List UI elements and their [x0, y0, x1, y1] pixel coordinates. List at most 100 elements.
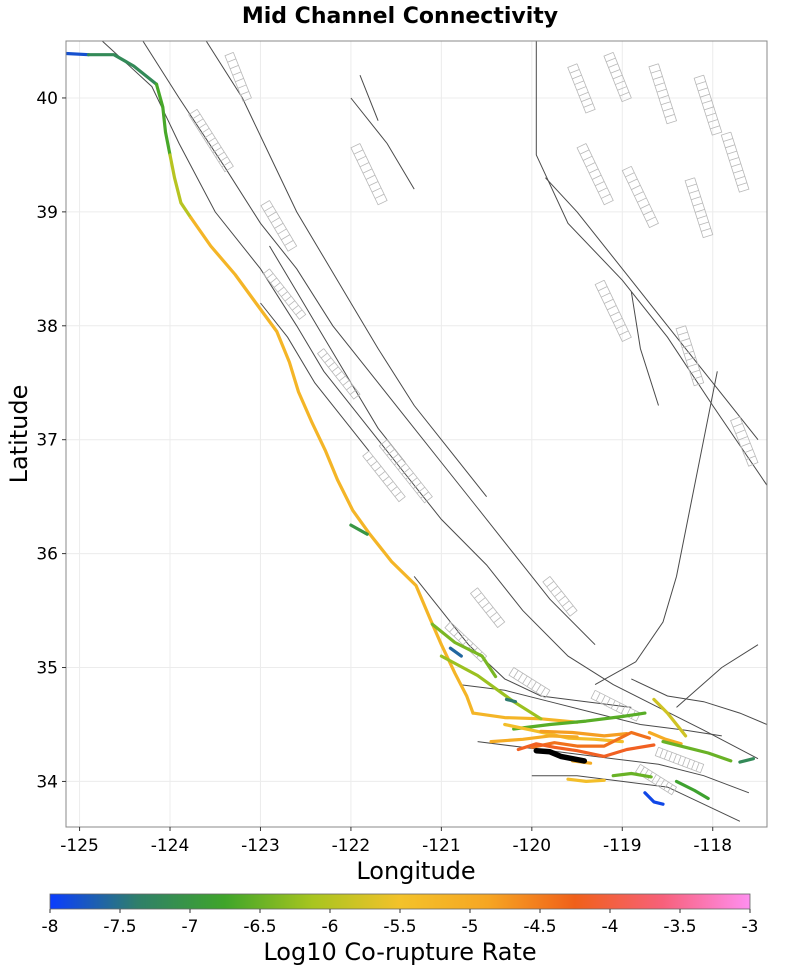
dip-rung [229, 65, 239, 70]
dip-outline [260, 200, 298, 252]
dip-rung [517, 673, 524, 682]
co-rupture-segment [471, 711, 579, 724]
dip-rung [686, 183, 697, 188]
dip-rung [585, 162, 596, 168]
dip-ladder [720, 131, 750, 193]
dip-outline [508, 667, 551, 699]
dip-rung [640, 203, 650, 209]
co-rupture-segment [189, 216, 475, 715]
dip-outline [362, 450, 406, 503]
dip-rung [390, 486, 398, 492]
colorbar-tick-label: -6.5 [243, 917, 276, 937]
dip-rung [535, 684, 542, 693]
dip-rung [453, 630, 460, 637]
co-rupture-segment [66, 51, 91, 57]
y-axis-label: Latitude [5, 385, 33, 484]
dip-rung [513, 670, 519, 679]
dip-rung [405, 472, 414, 480]
dip-rung [681, 344, 692, 349]
dip-rung [656, 88, 667, 93]
fault-trace [531, 775, 741, 822]
dip-rung [643, 210, 653, 216]
colorbar-label: Log10 Co-rupture Rate [263, 938, 536, 966]
co-rupture-segment [647, 730, 683, 746]
dip-rung [394, 458, 403, 466]
dip-rung [595, 692, 601, 702]
dip-rung [359, 162, 370, 168]
dip-rung [378, 471, 386, 477]
dip-rung [227, 58, 237, 63]
dip-rung [615, 702, 621, 712]
dip-rung [677, 331, 688, 336]
dip-ladder [648, 63, 678, 125]
dip-outline [316, 348, 361, 400]
dip-rung [679, 338, 690, 342]
dip-rung [274, 222, 284, 229]
dip-rung [371, 187, 382, 193]
dip-rung [727, 150, 737, 155]
dip-rung [390, 453, 399, 461]
dip-rung [266, 273, 274, 279]
dip-rung [569, 69, 580, 74]
colorbar-tick-label: -7 [182, 917, 199, 937]
dip-rung [692, 376, 702, 380]
dip-rung [237, 84, 247, 89]
dip-rung [394, 491, 402, 497]
dip-rung [235, 78, 244, 83]
chart-title: Mid Channel Connectivity [242, 4, 558, 29]
co-rupture-segment [652, 697, 688, 738]
dip-rung [667, 784, 673, 793]
plot-background [66, 41, 767, 827]
dip-rung [659, 748, 664, 758]
dip-rung [284, 295, 292, 302]
dip-rung [658, 95, 669, 99]
dip-rung [531, 681, 537, 690]
dip-rung [365, 174, 376, 180]
x-tick-label: -119 [603, 836, 642, 856]
dip-rung [612, 74, 623, 80]
y-tick-label: 40 [36, 89, 58, 109]
colorbar [49, 893, 751, 910]
dip-rung [700, 93, 710, 98]
dip-rung [663, 781, 669, 790]
x-tick-label: -122 [332, 836, 371, 856]
dip-rung [346, 384, 353, 391]
dip-rung [625, 172, 635, 178]
dip-ladder [469, 587, 506, 629]
dip-rung [685, 357, 696, 361]
dip-rung [735, 176, 746, 180]
dip-rung [200, 127, 210, 135]
dip-rung [240, 91, 249, 96]
dip-rung [619, 330, 629, 336]
dip-ladder [684, 177, 714, 239]
dip-outline [603, 52, 632, 103]
dip-rung [579, 149, 590, 155]
dip-rung [489, 611, 498, 619]
x-tick-label: -118 [693, 836, 732, 856]
dip-rung [324, 357, 332, 363]
co-rupture-segment [439, 654, 543, 721]
dip-rung [335, 371, 343, 377]
colorbar-tick-label: -5.5 [383, 917, 416, 937]
dip-rung [698, 87, 708, 92]
dip-rung [605, 697, 611, 707]
dip-rung [689, 189, 699, 194]
dip-rung [221, 161, 231, 168]
dip-rung [631, 184, 641, 190]
dip-ladder [675, 325, 705, 387]
co-rupture-segment [643, 791, 665, 806]
dip-rung [540, 687, 546, 696]
dip-ladder [542, 576, 578, 617]
dip-rung [628, 178, 638, 184]
dip-rung [382, 476, 390, 482]
dip-rung [696, 81, 706, 85]
dip-rung [382, 444, 392, 451]
dip-rung [218, 156, 228, 163]
dip-ladder [378, 439, 433, 504]
dip-rung [215, 151, 225, 158]
co-rupture-segment [539, 729, 629, 738]
dip-rung [270, 277, 278, 284]
dip-ladder [730, 416, 759, 467]
dip-rung [608, 63, 618, 68]
